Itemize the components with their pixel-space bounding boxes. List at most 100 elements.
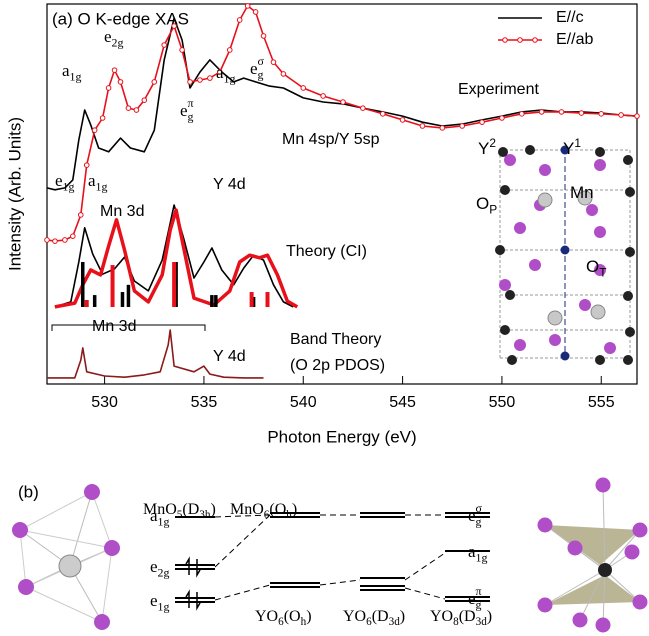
label-sub: g [476,597,482,611]
panel-label: (b) [18,482,39,501]
oxygen [12,522,28,538]
connector [215,515,270,567]
stick [214,295,218,307]
marker [227,48,232,53]
yttrium [498,147,508,157]
oxygen [549,334,561,346]
label: OP [476,194,497,216]
label: Y2 [478,136,496,158]
oxygen [18,579,34,595]
electron [197,559,200,575]
marker [440,126,445,131]
stick [121,292,125,307]
marker [53,239,58,244]
label-sub: P [489,203,497,217]
y-axis-label: Intensity (Arb. Units) [5,117,24,271]
label-part: ) [210,501,215,518]
label-sub: T [599,266,606,280]
label-part: 3d [389,615,401,627]
oxygen [594,226,606,238]
x-tick-label: 555 [588,394,615,411]
label-sub: 1g [224,71,236,85]
label-part: (D [182,501,199,518]
edge [26,587,102,622]
label-part: ) [292,501,297,518]
label-text: e [468,589,476,608]
marker [112,68,117,73]
label-text: e [180,101,188,120]
yttrium-1 [561,352,570,361]
plot-label: Y 4d [213,176,246,193]
marker [100,116,105,121]
yttrium [505,290,515,300]
label: OT [586,257,607,279]
label-sup: 2 [489,136,496,150]
yttrium [598,563,612,577]
oxygen [84,484,100,500]
marker [237,18,242,23]
label-sub: 1g [476,550,488,564]
marker [341,100,346,105]
electron [186,592,189,608]
oxygen [573,613,588,628]
marker [198,78,203,83]
yttrium [595,147,605,157]
plot-label: Mn 3d [92,318,136,335]
oxygen [104,540,120,556]
marker [599,112,604,117]
label-sub: 2g [158,565,170,579]
label: e1g [150,591,169,613]
oxygen [514,339,526,351]
marker [78,213,83,218]
label-text: O [476,194,489,213]
label: e1g [55,171,74,193]
figure: (a) O K-edge XAS Photon Energy (eV) Inte… [0,0,649,636]
oxygen [539,164,551,176]
label: e2g [150,557,169,579]
marker [380,112,385,117]
marker [71,234,76,239]
label-text: O [586,257,599,276]
label-sub: 1g [96,179,108,193]
stick [210,295,214,307]
marker [245,4,250,9]
plot-label: Mn 3d [100,203,144,220]
label-part: 3d [476,615,488,627]
yttrium [595,355,605,365]
manganese [59,555,81,577]
label-sup: π [476,584,482,598]
label: a1g [216,63,235,85]
connector [405,553,445,580]
marker [420,124,425,129]
edge [20,530,112,548]
marker [142,98,147,103]
label: egσ [468,501,483,529]
label: a1g [62,61,81,83]
stick [266,292,270,307]
stick [172,262,176,307]
label-part: YO [255,608,278,625]
label: a1g [88,171,107,193]
plot-label: Mn 4sp/Y 5sp [282,131,380,148]
label-sup: 1 [574,136,581,150]
edge [20,530,26,587]
label-sup: π [188,96,194,110]
x-tick-label: 540 [290,394,317,411]
label-sub: 1g [63,179,75,193]
label-text: e [55,171,63,190]
marker [172,24,177,29]
yttrium [500,325,510,335]
stick [93,295,97,307]
x-tick-label: 550 [489,394,516,411]
marker [301,86,306,91]
label: egπ [180,96,194,124]
yttrium-1 [561,246,570,255]
yttrium [623,355,633,365]
plot-label: Y 4d [213,348,246,365]
edge [102,548,112,622]
marker [63,238,68,243]
oxygen [579,299,591,311]
label-sup: σ [258,54,265,68]
chart-title: (a) O K-edge XAS [52,9,189,28]
label-part: 3h [199,508,211,520]
